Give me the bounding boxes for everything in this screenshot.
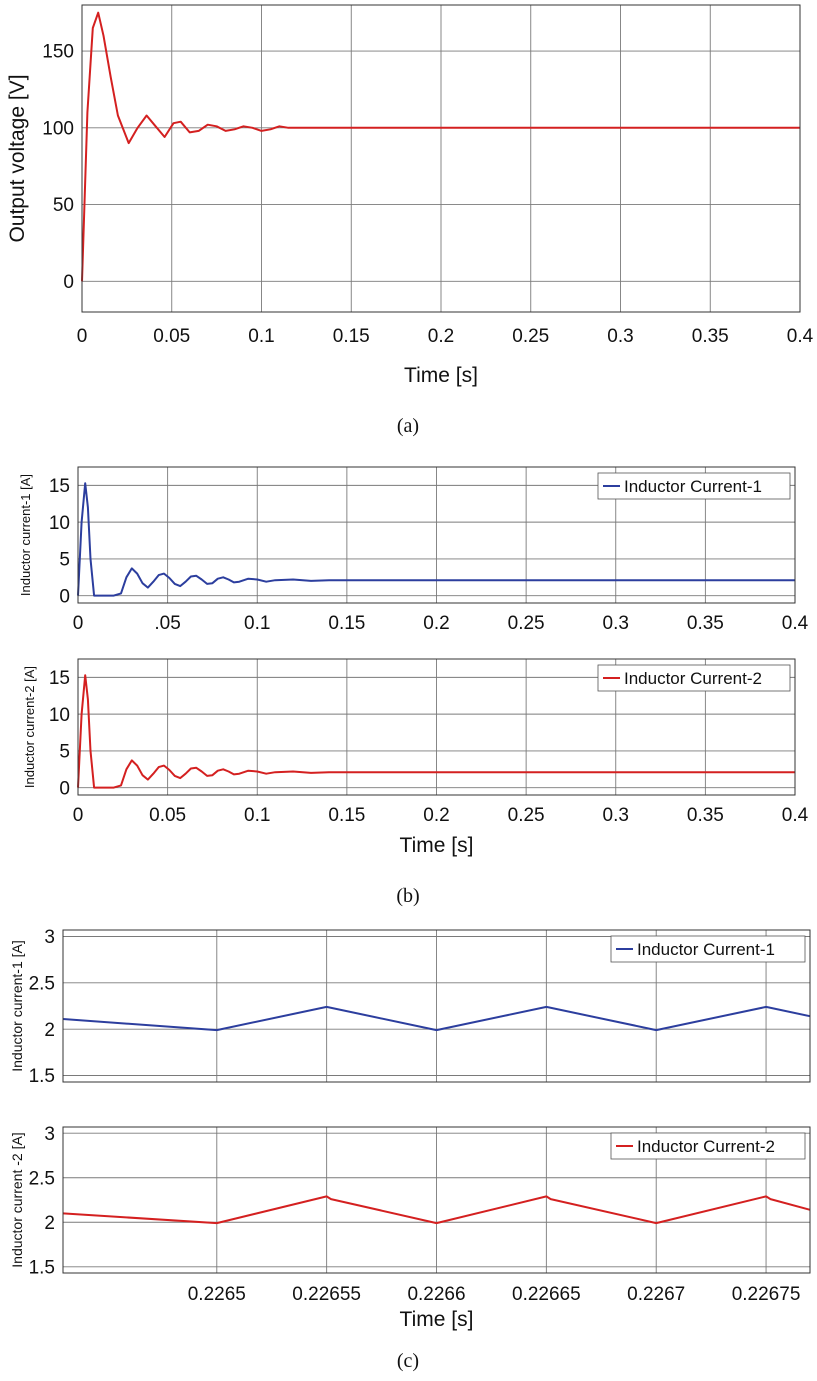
inductor-current-1-chart-b: 0 .05 0.1 0.15 0.2 0.25 0.3 0.35 0.4 0 5 10 15 Induct… [18,466,809,634]
x-tick-label: 0.3 [603,613,629,634]
x-tick-label: 0.2 [423,805,449,826]
legend [597,472,791,500]
legend [597,664,791,692]
y-axis-label: Output voltage [V] [6,74,29,242]
y-tick-label: 5 [59,550,70,571]
x-tick-label: 0.35 [692,326,729,347]
caption-a: (a) [397,415,419,437]
x-tick-label: 0.2265 [188,1284,246,1305]
inductor-current-1-chart-c: 1.5 2 2.5 3 Inductor current-1 [A] Inductor C… [9,927,811,1087]
x-axis-label: Time [s] [400,1308,474,1331]
caption-b: (b) [396,885,419,907]
x-tick-label: 0.2267 [627,1284,685,1305]
x-tick-label: 0.22675 [732,1284,801,1305]
x-tick-label: 0.4 [787,326,814,347]
x-tick-label: 0.15 [328,613,365,634]
x-axis-label: Time [s] [400,834,474,857]
y-tick-label: 3 [44,927,55,948]
y-axis-label: Inductor current -2 [A] [9,1132,25,1267]
y-axis-label: Inductor current-1 [A] [18,474,33,596]
y-tick-label: 0 [59,778,70,799]
x-tick-label: 0.15 [333,326,370,347]
series-line-inductor-current-1 [62,1005,811,1032]
x-tick-label: .05 [154,613,180,634]
y-tick-label: 2 [44,1020,55,1041]
legend-label: Inductor Current-2 [624,669,762,688]
series-line-inductor-current-2 [77,674,795,789]
x-tick-label: 0.1 [244,805,270,826]
y-tick-label: 1.5 [29,1257,55,1278]
y-axis-label: Inductor current-2 [A] [22,666,37,788]
x-tick-label: 0.15 [328,805,365,826]
output-voltage-chart: 0 0.05 0.1 0.15 0.2 0.25 0.3 0.35 0.4 0 50 100 150 Ou… [6,4,814,387]
y-tick-label: 1.5 [29,1066,55,1087]
x-tick-label: 0 [77,326,88,347]
x-tick-label: 0.22655 [292,1284,361,1305]
legend-label: Inductor Current-2 [637,1137,775,1156]
x-tick-label: 0.2266 [407,1284,465,1305]
legend [610,935,806,963]
y-tick-label: 0 [59,586,70,607]
series-line-inductor-current-2 [62,1195,811,1225]
y-tick-label: 2.5 [29,1168,55,1189]
y-tick-label: 50 [53,195,74,216]
y-tick-label: 2 [44,1213,55,1234]
y-tick-label: 5 [59,742,70,763]
x-tick-label: 0.05 [149,805,186,826]
y-tick-label: 3 [44,1124,55,1145]
x-tick-label: 0.35 [687,805,724,826]
caption-c: (c) [397,1350,419,1372]
y-tick-label: 10 [49,513,70,534]
x-tick-label: 0.25 [512,326,549,347]
inductor-current-2-chart-b: 0 0.05 0.1 0.15 0.2 0.25 0.3 0.35 0.4 0 5 10 15 Induc… [22,658,809,857]
series-line-output-voltage [81,11,800,282]
plot-frame [77,658,796,796]
x-tick-label: 0.3 [607,326,633,347]
inductor-current-2-chart-c: 0.2265 0.22655 0.2266 0.22665 0.2267 0.22675 1… [9,1124,811,1331]
y-tick-label: 0 [63,272,74,293]
legend-label: Inductor Current-1 [637,940,775,959]
plot-frame [62,1126,811,1274]
x-tick-label: 0.4 [782,805,809,826]
x-tick-label: 0.05 [153,326,190,347]
x-tick-label: 0.2 [423,613,449,634]
x-tick-label: 0.1 [244,613,270,634]
x-tick-label: 0.4 [782,613,809,634]
x-tick-label: 0.1 [248,326,274,347]
legend-label: Inductor Current-1 [624,477,762,496]
y-tick-label: 10 [49,705,70,726]
legend [610,1132,806,1160]
y-tick-label: 2.5 [29,973,55,994]
x-tick-label: 0.2 [428,326,454,347]
x-tick-label: 0.25 [508,613,545,634]
y-axis-label: Inductor current-1 [A] [9,940,25,1072]
y-tick-label: 15 [49,476,70,497]
x-tick-label: 0.25 [508,805,545,826]
series-line-inductor-current-1 [77,482,795,597]
x-axis-label: Time [s] [404,364,478,387]
x-tick-label: 0 [73,805,84,826]
y-tick-label: 150 [42,42,74,63]
y-tick-label: 15 [49,668,70,689]
plot-frame [81,4,801,313]
y-tick-label: 100 [42,118,74,139]
x-tick-label: 0 [73,613,84,634]
x-tick-label: 0.35 [687,613,724,634]
x-tick-label: 0.22665 [512,1284,581,1305]
plot-frame [62,929,811,1083]
plot-frame [77,466,796,604]
x-tick-label: 0.3 [603,805,629,826]
